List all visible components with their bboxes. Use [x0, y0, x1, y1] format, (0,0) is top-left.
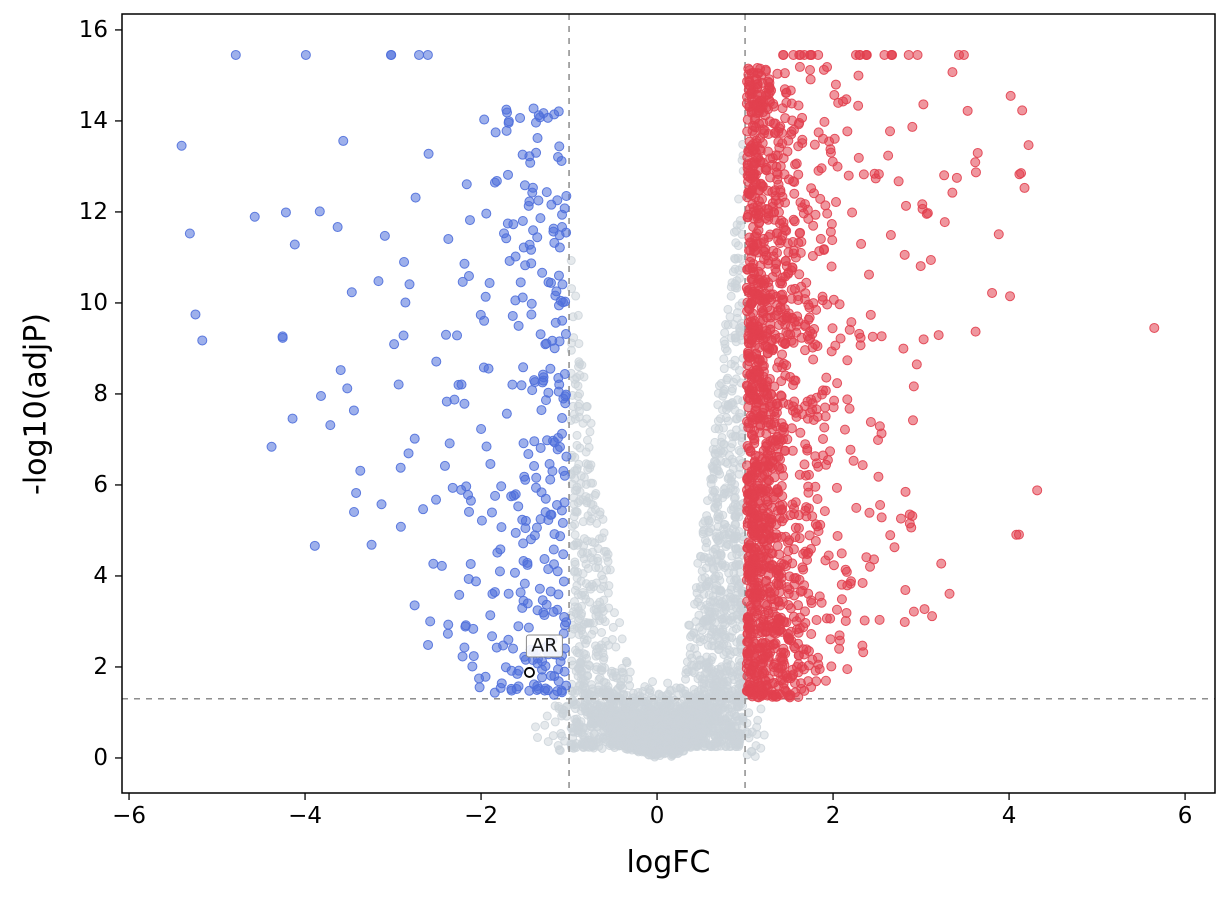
x-tick-label: 2 [825, 803, 841, 829]
y-tick-label: 0 [93, 744, 108, 771]
x-tick-label: 0 [649, 803, 665, 829]
x-tick-label: −2 [464, 803, 498, 829]
y-tick-label: 6 [93, 471, 108, 498]
y-tick-label: 12 [78, 198, 108, 225]
y-tick-label: 4 [93, 562, 108, 589]
x-tick-label: −4 [288, 803, 322, 829]
x-tick-label: 4 [1001, 803, 1017, 829]
y-tick-label: 10 [78, 289, 108, 316]
y-axis-label: -log10(adjP) [18, 312, 54, 495]
x-tick-label: 6 [1177, 803, 1193, 829]
y-tick-label: 14 [78, 107, 108, 134]
x-tick-label: −6 [112, 803, 146, 829]
y-tick-label: 8 [93, 380, 108, 407]
y-tick-label: 2 [93, 653, 108, 680]
y-tick-label: 16 [78, 16, 108, 43]
annotation-ar-label: AR [526, 634, 563, 658]
x-axis-label: logFC [626, 845, 711, 880]
